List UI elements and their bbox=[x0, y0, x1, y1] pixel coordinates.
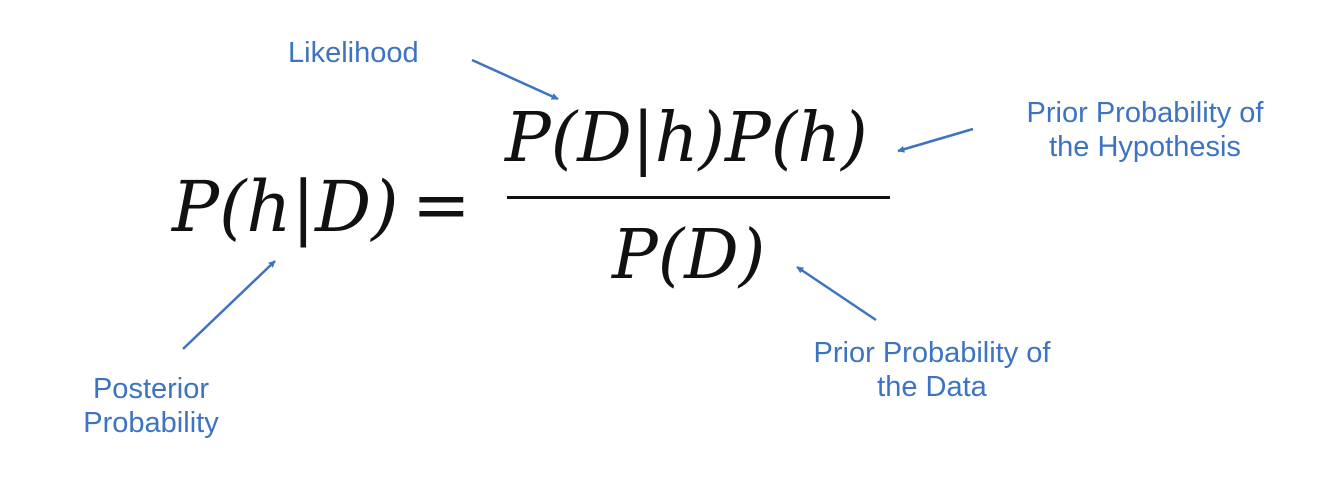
fraction-bar bbox=[507, 196, 890, 199]
prior-hypothesis-label-line-2: the Hypothesis bbox=[1049, 131, 1241, 163]
likelihood-arrow bbox=[471, 58, 559, 101]
prior-data-label-line-1: Prior Probability of bbox=[813, 337, 1051, 369]
posterior-label: Posterior Probability bbox=[46, 372, 256, 440]
prior-data-label-line-2: the Data bbox=[877, 371, 987, 403]
prior-data-label: Prior Probability of the Data bbox=[772, 336, 1092, 404]
prior-hypothesis-label-line-1: Prior Probability of bbox=[1026, 97, 1264, 129]
prior-data-arrow bbox=[796, 265, 877, 322]
posterior-label-line-2: Probability bbox=[83, 407, 219, 439]
posterior-arrow bbox=[182, 260, 276, 350]
denominator-expression: P(D) bbox=[612, 216, 766, 295]
prior-hypothesis-arrow bbox=[897, 127, 974, 153]
equals-sign: = bbox=[412, 164, 471, 246]
numerator-expression: P(D|h)P(h) bbox=[505, 99, 868, 178]
likelihood-label: Likelihood bbox=[288, 37, 419, 69]
prior-hypothesis-label: Prior Probability of the Hypothesis bbox=[985, 96, 1305, 164]
posterior-expression: P(h|D) bbox=[172, 166, 399, 248]
posterior-label-line-1: Posterior bbox=[92, 373, 210, 405]
